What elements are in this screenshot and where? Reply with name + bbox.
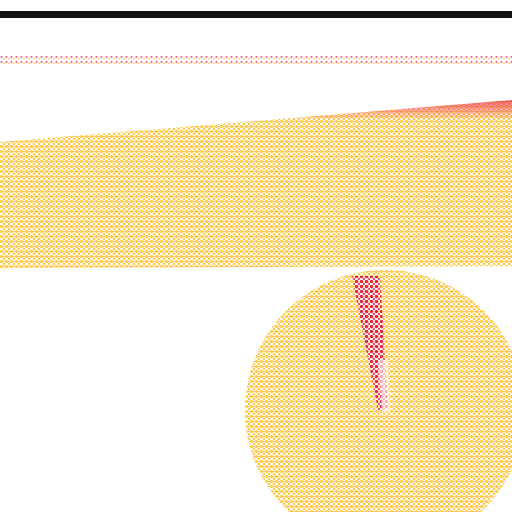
wedge-fade xyxy=(378,360,390,412)
wide-band-edge xyxy=(0,100,512,180)
top-rule xyxy=(0,11,512,18)
disc-wedge xyxy=(352,276,388,410)
thin-band xyxy=(0,56,512,65)
